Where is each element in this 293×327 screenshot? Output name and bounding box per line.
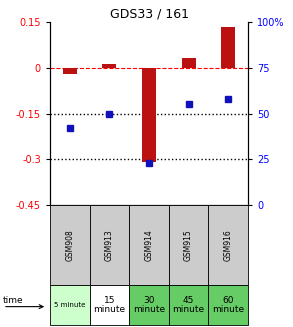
Bar [182, 58, 195, 68]
Text: 60
minute: 60 minute [212, 296, 244, 314]
Text: 45
minute: 45 minute [173, 296, 205, 314]
Bar [142, 68, 156, 162]
Text: 15
minute: 15 minute [93, 296, 125, 314]
Title: GDS33 / 161: GDS33 / 161 [110, 8, 188, 21]
Bar [63, 68, 77, 75]
Text: GSM916: GSM916 [224, 229, 233, 261]
Text: time: time [3, 296, 23, 304]
Bar [221, 27, 235, 68]
Text: GSM915: GSM915 [184, 229, 193, 261]
Text: GSM914: GSM914 [144, 229, 154, 261]
Text: GSM908: GSM908 [65, 229, 74, 261]
Text: 5 minute: 5 minute [54, 302, 86, 308]
Text: GSM913: GSM913 [105, 229, 114, 261]
Bar [103, 64, 116, 68]
Text: 30
minute: 30 minute [133, 296, 165, 314]
